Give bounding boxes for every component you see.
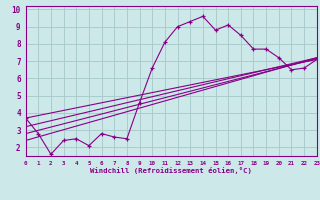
X-axis label: Windchill (Refroidissement éolien,°C): Windchill (Refroidissement éolien,°C) xyxy=(90,167,252,174)
